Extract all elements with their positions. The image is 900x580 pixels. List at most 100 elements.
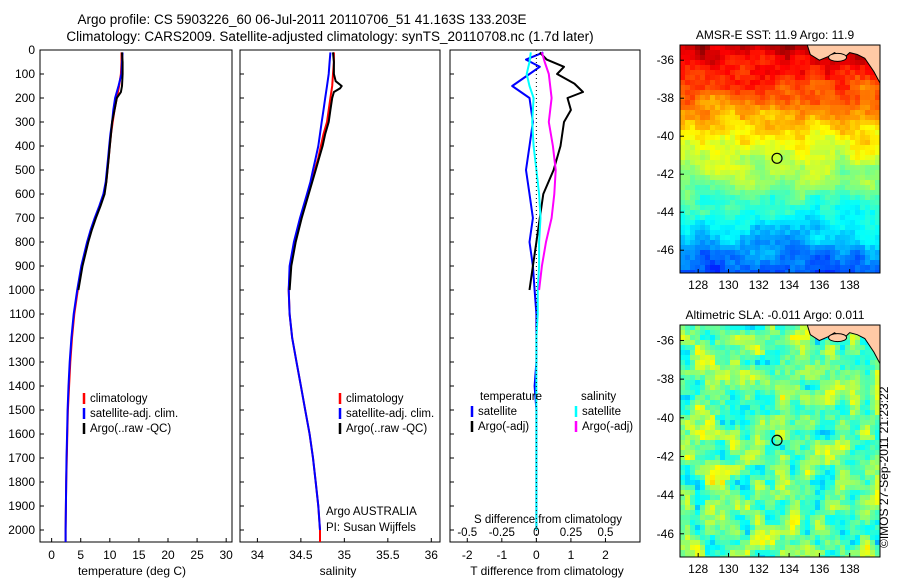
heatmap-cell xyxy=(795,60,801,66)
heatmap-cell xyxy=(700,75,706,81)
heatmap-cell xyxy=(840,440,846,446)
heatmap-cell xyxy=(755,160,761,166)
heatmap-cell xyxy=(720,130,726,136)
heatmap-cell xyxy=(750,210,756,216)
heatmap-cell xyxy=(835,545,841,551)
heatmap-cell xyxy=(705,140,711,146)
heatmap-cell xyxy=(855,405,861,411)
heatmap-cell xyxy=(725,390,731,396)
heatmap-cell xyxy=(800,490,806,496)
heatmap-cell xyxy=(755,170,761,176)
heatmap-cell xyxy=(705,330,711,336)
heatmap-cell xyxy=(840,190,846,196)
heatmap-cell xyxy=(735,245,741,251)
heatmap-cell xyxy=(805,130,811,136)
heatmap-cell xyxy=(810,255,816,261)
heatmap-cell xyxy=(765,135,771,141)
heatmap-cell xyxy=(765,115,771,121)
heatmap-cell xyxy=(735,360,741,366)
heatmap-cell xyxy=(800,510,806,516)
heatmap-cell xyxy=(760,390,766,396)
heatmap-cell xyxy=(760,45,766,51)
legend-label: satellite-adj. clim. xyxy=(90,408,178,420)
heatmap-cell xyxy=(745,550,751,556)
heatmap-cell xyxy=(795,430,801,436)
heatmap-cell xyxy=(865,95,871,101)
heatmap-cell xyxy=(705,175,711,181)
heatmap-cell xyxy=(795,380,801,386)
heatmap-cell xyxy=(765,255,771,261)
heatmap-cell xyxy=(865,475,871,481)
heatmap-cell xyxy=(815,105,821,111)
heatmap-cell xyxy=(810,445,816,451)
heatmap-cell xyxy=(700,335,706,341)
heatmap-cell xyxy=(850,235,856,241)
heatmap-cell xyxy=(775,265,781,271)
heatmap-cell xyxy=(785,445,791,451)
heatmap-cell xyxy=(790,160,796,166)
heatmap-cell xyxy=(820,535,826,541)
heatmap-cell xyxy=(695,505,701,511)
heatmap-cell xyxy=(825,335,831,341)
heatmap-cell xyxy=(770,510,776,516)
heatmap-cell xyxy=(710,425,716,431)
heatmap-cell xyxy=(800,475,806,481)
heatmap-cell xyxy=(765,195,771,201)
heatmap-cell xyxy=(780,195,786,201)
depth-tick-label: 300 xyxy=(15,115,35,129)
heatmap-cell xyxy=(820,160,826,166)
heatmap-cell xyxy=(775,500,781,506)
heatmap-cell xyxy=(710,495,716,501)
heatmap-cell xyxy=(700,420,706,426)
heatmap-cell xyxy=(845,480,851,486)
heatmap-cell xyxy=(795,545,801,551)
heatmap-cell xyxy=(760,135,766,141)
depth-tick-label: 1700 xyxy=(8,451,35,465)
heatmap-cell xyxy=(815,485,821,491)
heatmap-cell xyxy=(780,385,786,391)
heatmap-cell xyxy=(790,210,796,216)
heatmap-cell xyxy=(820,60,826,66)
heatmap-cell xyxy=(785,380,791,386)
heatmap-cell xyxy=(680,120,686,126)
heatmap-cell xyxy=(720,500,726,506)
heatmap-cell xyxy=(695,425,701,431)
heatmap-cell xyxy=(715,95,721,101)
heatmap-cell xyxy=(725,190,731,196)
heatmap-cell xyxy=(820,350,826,356)
heatmap-cell xyxy=(855,400,861,406)
heatmap-cell xyxy=(785,405,791,411)
heatmap-cell xyxy=(875,110,880,116)
heatmap-cell xyxy=(760,60,766,66)
heatmap-cell xyxy=(855,540,861,546)
heatmap-cell xyxy=(710,260,716,266)
heatmap-cell xyxy=(695,485,701,491)
heatmap-cell xyxy=(855,115,861,121)
heatmap-cell xyxy=(715,45,721,51)
heatmap-cell xyxy=(720,375,726,381)
heatmap-cell xyxy=(865,395,871,401)
heatmap-cell xyxy=(775,225,781,231)
heatmap-cell xyxy=(760,125,766,131)
heatmap-cell xyxy=(725,140,731,146)
heatmap-cell xyxy=(825,200,831,206)
heatmap-cell xyxy=(765,325,771,331)
heatmap-cell xyxy=(705,150,711,156)
heatmap-cell xyxy=(720,380,726,386)
heatmap-cell xyxy=(870,515,876,521)
footer-timestamp: ©IMOS 27-Sep-2011 21:23:22 xyxy=(877,386,891,548)
heatmap-cell xyxy=(760,440,766,446)
heatmap-cell xyxy=(740,250,746,256)
heatmap-cell xyxy=(800,545,806,551)
lat-tick-label: -36 xyxy=(657,333,675,347)
heatmap-cell xyxy=(825,400,831,406)
heatmap-cell xyxy=(855,490,861,496)
heatmap-cell xyxy=(710,125,716,131)
heatmap-cell xyxy=(735,425,741,431)
heatmap-cell xyxy=(690,525,696,531)
heatmap-cell xyxy=(830,400,836,406)
heatmap-cell xyxy=(730,505,736,511)
heatmap-cell xyxy=(710,170,716,176)
heatmap-cell xyxy=(820,460,826,466)
heatmap-cell xyxy=(830,250,836,256)
